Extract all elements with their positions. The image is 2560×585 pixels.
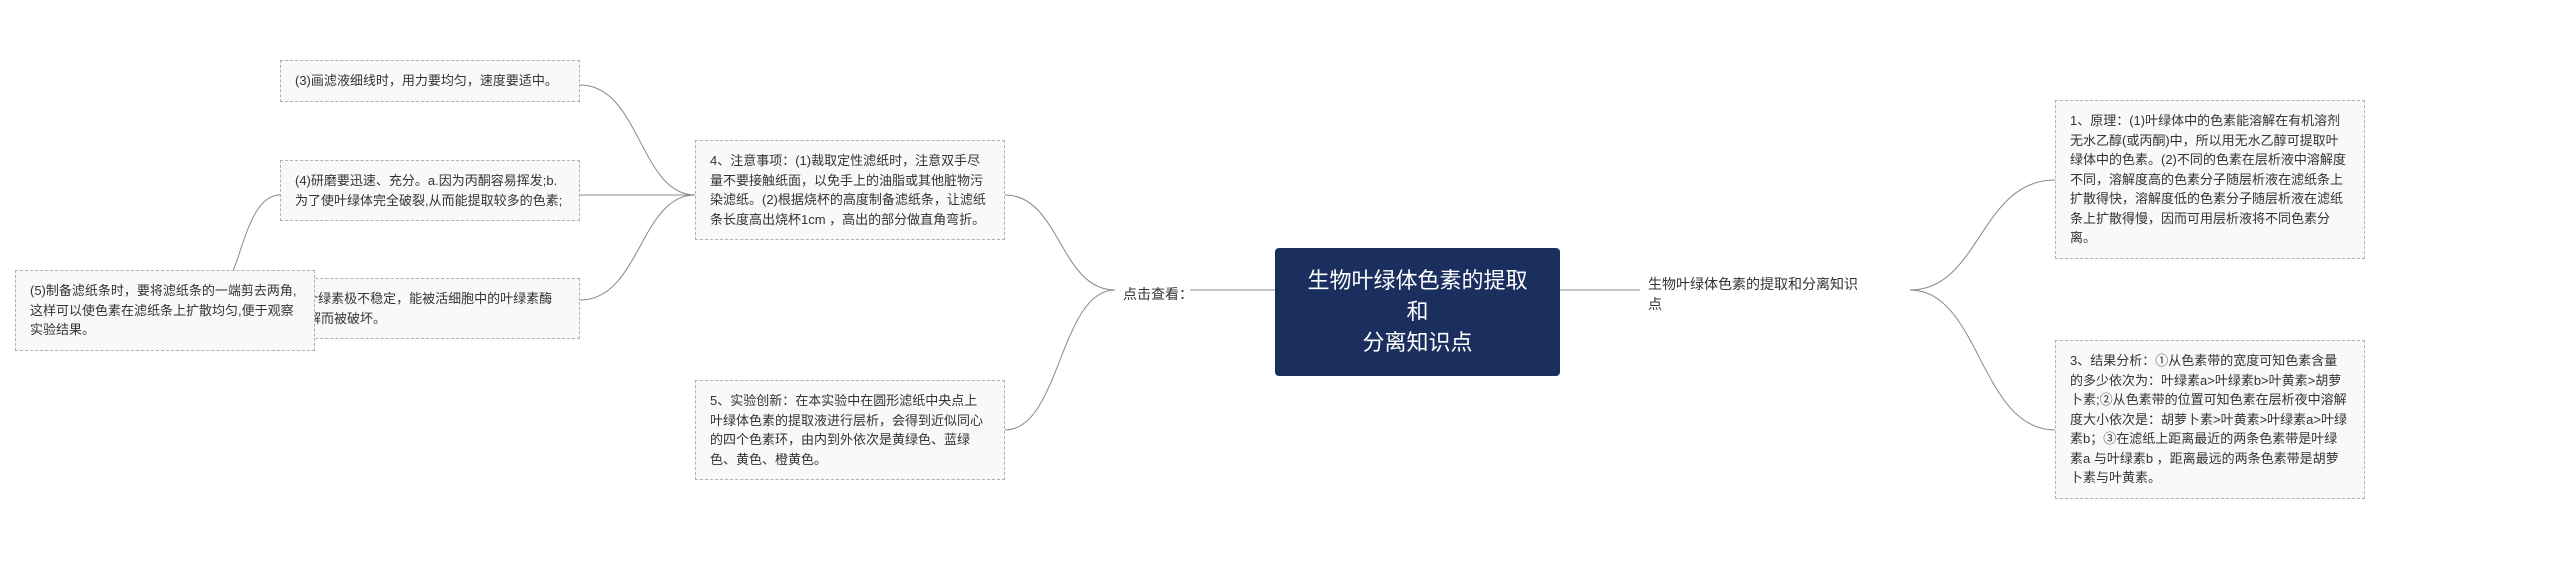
note-prep-text: (5)制备滤纸条时，要将滤纸条的一端剪去两角,这样可以使色素在滤纸条上扩散均匀,… bbox=[30, 283, 297, 337]
note3-text: (3)画滤液细线时，用力要均匀，速度要适中。 bbox=[295, 73, 558, 88]
node-prep: (5)制备滤纸条时，要将滤纸条的一端剪去两角,这样可以使色素在滤纸条上扩散均匀,… bbox=[15, 270, 315, 351]
node-note4: 4、注意事项：(1)裁取定性滤纸时，注意双手尽量不要接触纸面，以免手上的油脂或其… bbox=[695, 140, 1005, 240]
note5-text: 5、实验创新：在本实验中在圆形滤纸中央点上叶绿体色素的提取液进行层析，会得到近似… bbox=[710, 393, 983, 467]
left-link-text: 点击查看： bbox=[1123, 286, 1193, 302]
node-note5: 5、实验创新：在本实验中在圆形滤纸中央点上叶绿体色素的提取液进行层析，会得到近似… bbox=[695, 380, 1005, 480]
note-c-text: c.叶绿素极不稳定，能被活细胞中的叶绿素酶水解而被破坏。 bbox=[295, 291, 552, 326]
node-mill: (4)研磨要迅速、充分。a.因为丙酮容易挥发;b.为了使叶绿体完全破裂,从而能提… bbox=[280, 160, 580, 221]
node-right1: 1、原理：(1)叶绿体中的色素能溶解在有机溶剂无水乙醇(或丙酮)中，所以用无水乙… bbox=[2055, 100, 2365, 259]
mindmap-center: 生物叶绿体色素的提取和分离知识点 bbox=[1275, 248, 1560, 376]
note-mill-text: (4)研磨要迅速、充分。a.因为丙酮容易挥发;b.为了使叶绿体完全破裂,从而能提… bbox=[295, 173, 562, 208]
note4-text: 4、注意事项：(1)裁取定性滤纸时，注意双手尽量不要接触纸面，以免手上的油脂或其… bbox=[710, 153, 986, 227]
right-link-text: 生物叶绿体色素的提取和分离知识点 bbox=[1648, 276, 1858, 312]
center-title: 生物叶绿体色素的提取和分离知识点 bbox=[1307, 268, 1527, 355]
node-c: c.叶绿素极不稳定，能被活细胞中的叶绿素酶水解而被破坏。 bbox=[280, 278, 580, 339]
right1-text: 1、原理：(1)叶绿体中的色素能溶解在有机溶剂无水乙醇(或丙酮)中，所以用无水乙… bbox=[2070, 113, 2346, 245]
right3-text: 3、结果分析：①从色素带的宽度可知色素含量的多少依次为：叶绿素a>叶绿素b>叶黄… bbox=[2070, 353, 2347, 485]
node-note3: (3)画滤液细线时，用力要均匀，速度要适中。 bbox=[280, 60, 580, 102]
left-link-label[interactable]: 点击查看： bbox=[1115, 280, 1201, 308]
right-link-label: 生物叶绿体色素的提取和分离知识点 bbox=[1640, 270, 1910, 318]
node-right3: 3、结果分析：①从色素带的宽度可知色素含量的多少依次为：叶绿素a>叶绿素b>叶黄… bbox=[2055, 340, 2365, 499]
